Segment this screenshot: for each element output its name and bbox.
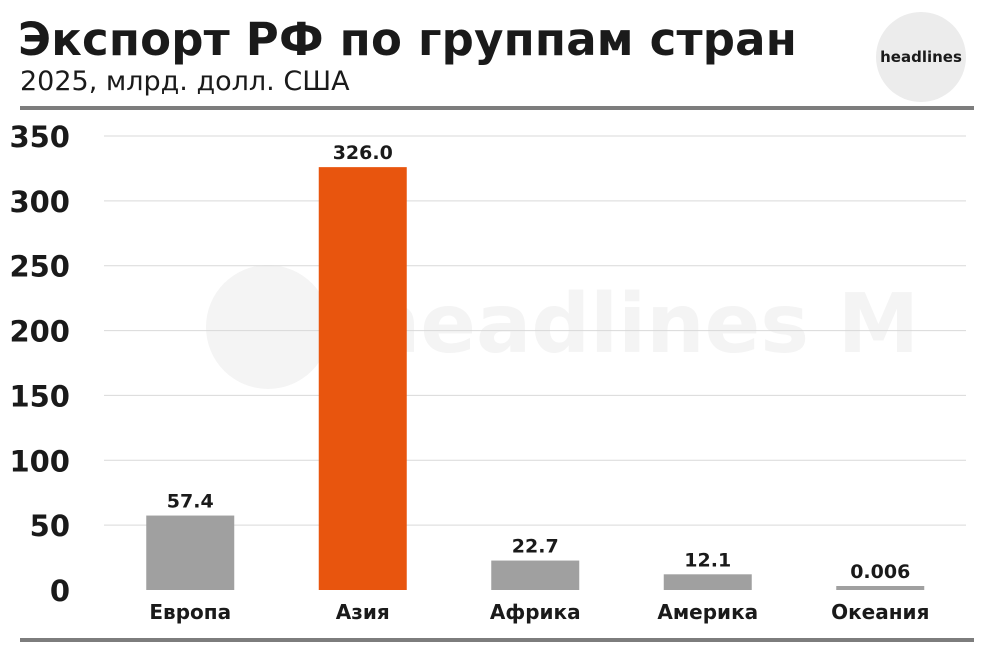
value-label: 326.0 [333, 142, 393, 164]
bars [146, 167, 925, 591]
value-label: 57.4 [167, 491, 214, 513]
chart-subtitle: 2025, млрд. долл. США [20, 66, 350, 97]
y-tick-label: 300 [9, 185, 70, 219]
y-tick-label: 100 [9, 444, 70, 478]
value-labels: 57.4 326.0 22.7 12.1 0.006 [167, 142, 911, 583]
value-label: 0.006 [850, 561, 910, 583]
category-label: Америка [657, 600, 758, 624]
category-label: Океания [831, 600, 929, 624]
logo-text: headlines [880, 48, 962, 66]
x-axis-labels: Европа Азия Африка Америка Океания [149, 600, 929, 624]
grid-lines [104, 135, 966, 526]
y-tick-label: 350 [9, 120, 70, 154]
y-tick-label: 200 [9, 315, 70, 349]
value-label: 22.7 [512, 536, 559, 558]
bar [318, 167, 407, 591]
y-tick-label: 0 [50, 574, 70, 608]
bar [663, 574, 752, 590]
headlines-logo: headlines [876, 12, 966, 102]
y-axis-labels: 0 50 100 150 200 250 300 350 [9, 120, 70, 608]
bar [491, 560, 580, 590]
category-label: Азия [336, 600, 390, 624]
y-tick-label: 50 [30, 509, 70, 543]
bar [836, 586, 925, 590]
watermark: headlines M [206, 265, 919, 389]
y-tick-label: 250 [9, 250, 70, 284]
header-divider [20, 106, 974, 110]
category-label: Африка [490, 600, 581, 624]
chart-title: Экспорт РФ по группам стран [18, 13, 798, 66]
bar [146, 515, 235, 590]
footer-divider [20, 638, 974, 642]
watermark-text: headlines M [362, 277, 919, 372]
value-label: 12.1 [684, 549, 731, 571]
category-label: Европа [149, 600, 231, 624]
y-tick-label: 150 [9, 379, 70, 413]
watermark-icon [206, 265, 330, 389]
